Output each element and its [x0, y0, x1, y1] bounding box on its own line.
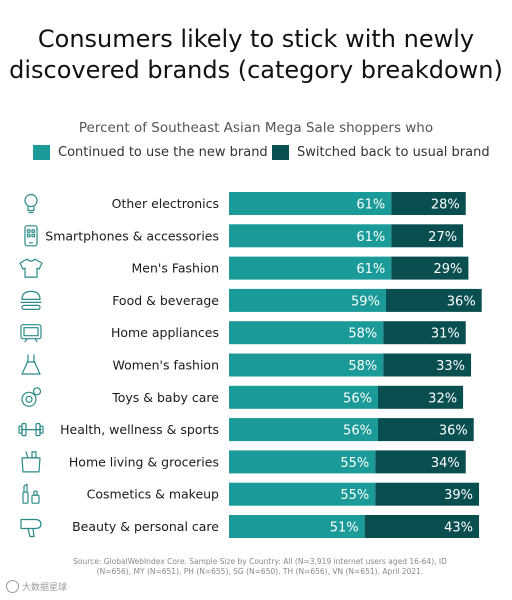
bar-continued	[229, 450, 376, 474]
lightbulb-icon	[24, 193, 38, 214]
chart-row: Women's fashion 58% 33%	[21, 353, 472, 377]
chart-row: Health, wellness & sports 56% 36%	[18, 418, 474, 442]
bar-switched	[375, 450, 466, 474]
category-label: Men's Fashion	[132, 261, 220, 276]
cosmetics-icon	[22, 483, 40, 504]
chart-title-line-1: Consumers likely to stick with newly	[37, 25, 475, 53]
category-label: Beauty & personal care	[72, 519, 219, 534]
bar-switched	[375, 482, 480, 506]
data-label-continued: 55%	[340, 456, 369, 471]
legend-swatch-switched	[272, 145, 289, 160]
legend-item-continued: Continued to use the new brand	[33, 145, 268, 160]
data-label-switched: 27%	[428, 230, 457, 245]
bar-continued	[229, 482, 376, 506]
chart-row: Home living & groceries 55% 34%	[21, 450, 466, 474]
data-label-switched: 34%	[431, 456, 460, 471]
bar-switched	[383, 353, 472, 377]
source-note: Source: GlobalWebIndex Core. Sample Size…	[73, 557, 447, 576]
tshirt-icon	[19, 258, 43, 278]
dress-icon	[21, 354, 41, 375]
bar-continued	[229, 385, 378, 409]
category-label: Smartphones & accessories	[45, 228, 219, 243]
category-label: Other electronics	[112, 196, 219, 211]
legend: Continued to use the new brand Switched …	[0, 145, 512, 163]
legend-label-switched: Switched back to usual brand	[297, 145, 490, 160]
television-icon	[20, 324, 42, 343]
chart-row: Other electronics 61% 28%	[24, 192, 466, 215]
bar-continued	[229, 515, 365, 538]
data-label-continued: 58%	[348, 327, 377, 342]
bar-continued	[229, 353, 384, 377]
category-label: Toys & baby care	[111, 390, 219, 405]
bar-continued	[229, 256, 392, 280]
data-label-continued: 51%	[330, 521, 359, 536]
bar-continued	[229, 321, 384, 345]
data-label-switched: 31%	[431, 327, 460, 342]
bar-switched	[383, 321, 466, 345]
bar-switched	[364, 515, 480, 538]
bar-continued	[229, 192, 392, 215]
data-label-continued: 61%	[356, 262, 385, 277]
watermark-text: 大数据星球	[22, 583, 68, 593]
data-label-switched: 33%	[436, 359, 465, 374]
data-label-continued: 56%	[343, 391, 372, 406]
watermark: 大数据星球	[6, 580, 67, 593]
chart-subtitle: Percent of Southeast Asian Mega Sale sho…	[78, 120, 434, 136]
chart-row: Toys & baby care 56% 32%	[21, 385, 464, 409]
bar-continued	[229, 224, 392, 248]
hairdryer-icon	[20, 518, 42, 538]
watermark-logo-icon	[6, 580, 19, 593]
chart-row: Men's Fashion 61% 29%	[19, 256, 469, 280]
bar-switched	[385, 288, 482, 312]
data-label-continued: 61%	[356, 230, 385, 245]
bar-switched	[377, 385, 464, 409]
data-label-switched: 28%	[431, 198, 460, 213]
data-label-switched: 39%	[444, 488, 473, 503]
legend-swatch-continued	[33, 145, 50, 160]
data-label-switched: 36%	[439, 424, 468, 439]
category-label: Health, wellness & sports	[60, 422, 219, 437]
chart-row: Food & beverage 59% 36%	[20, 288, 482, 312]
chart-row: Beauty & personal care 51% 43%	[20, 515, 480, 538]
data-label-switched: 43%	[444, 521, 473, 536]
data-label-switched: 29%	[433, 262, 462, 277]
data-label-continued: 59%	[351, 294, 380, 309]
bar-switched	[391, 224, 464, 248]
category-label: Home living & groceries	[69, 454, 219, 469]
chart-title-line-2: discovered brands (category breakdown)	[9, 56, 503, 84]
data-label-continued: 55%	[340, 488, 369, 503]
bar-continued	[229, 288, 386, 312]
category-label: Home appliances	[111, 325, 219, 340]
data-label-switched: 32%	[428, 391, 457, 406]
legend-label-continued: Continued to use the new brand	[58, 145, 268, 160]
dumbbell-icon	[18, 423, 44, 437]
grocery-bag-icon	[21, 451, 41, 473]
bar-continued	[229, 418, 378, 442]
chart-title: Consumers likely to stick with newly dis…	[0, 24, 512, 86]
data-label-continued: 56%	[343, 424, 372, 439]
bar-switched	[391, 192, 466, 215]
bar-switched	[377, 418, 474, 442]
smartphone-icon	[24, 225, 38, 247]
category-label: Women's fashion	[112, 358, 219, 373]
data-label-continued: 58%	[348, 359, 377, 374]
data-label-continued: 61%	[356, 198, 385, 213]
chart-row: Smartphones & accessories 61% 27%	[24, 224, 464, 248]
category-label: Food & beverage	[112, 293, 219, 308]
bar-switched	[391, 256, 469, 280]
burger-icon	[20, 290, 42, 310]
data-label-switched: 36%	[447, 294, 476, 309]
pacifier-icon	[21, 387, 42, 407]
legend-item-switched: Switched back to usual brand	[272, 145, 490, 160]
category-label: Cosmetics & makeup	[87, 487, 219, 502]
chart-row: Home appliances 58% 31%	[20, 321, 466, 345]
chart-row: Cosmetics & makeup 55% 39%	[22, 482, 480, 506]
